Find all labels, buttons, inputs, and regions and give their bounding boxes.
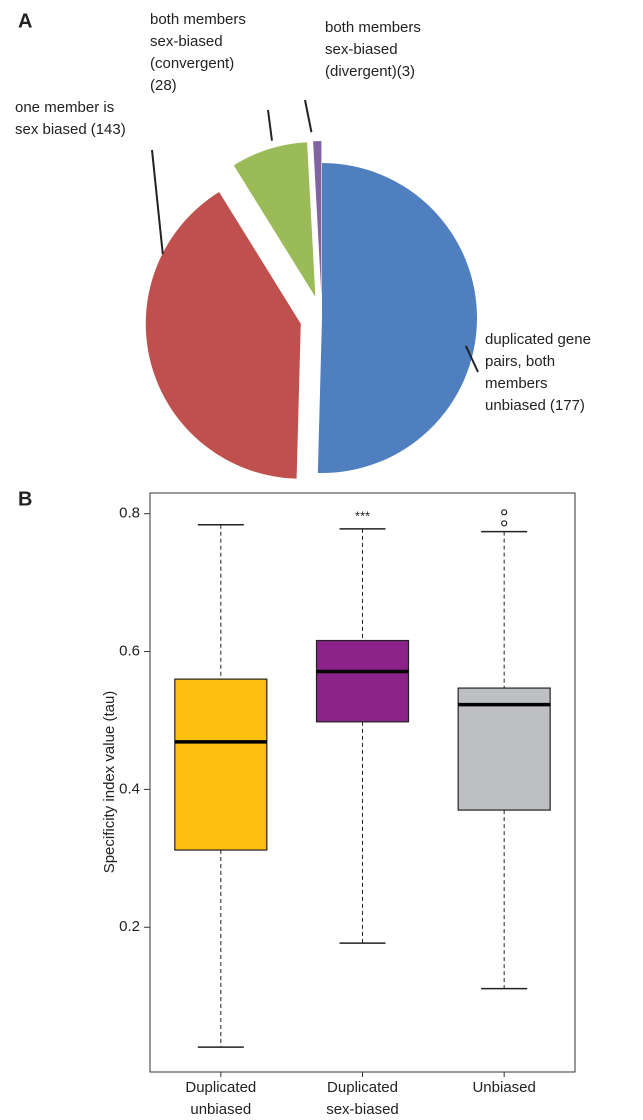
box [174,678,268,851]
y-axis-label: Specificity index value (tau) [101,691,118,874]
slice-label: sex-biased [150,33,223,50]
box [315,639,410,723]
x-tick-label: Duplicated [185,1079,256,1096]
slice-label: members [485,375,548,392]
flier [501,509,508,516]
slice-label: both members [325,19,421,36]
y-tick-label: 0.6 [119,643,140,660]
pie-slice [313,141,322,297]
leader-line [267,109,273,141]
pie-slice [233,142,316,298]
slice-label: (divergent)(3) [325,63,415,80]
y-tick-label: 0.2 [119,918,140,935]
slice-value-label: (28) [150,77,177,94]
slice-label: pairs, both [485,353,555,370]
pie-slice [317,163,477,473]
slice-label: (convergent) [150,55,234,72]
significance-annotation: *** [355,508,370,523]
y-tick-label: 0.8 [119,505,140,522]
leader-line [151,149,164,255]
x-tick-label: Unbiased [472,1079,535,1096]
slice-value-label: (177) [550,397,585,414]
pie-slice [145,192,301,479]
slice-label: one member is [15,99,114,116]
x-tick-label: sex-biased [326,1101,399,1118]
slice-label: duplicated gene [485,331,591,348]
box [457,687,551,811]
slice-label: sex-biased [325,41,398,58]
y-tick-label: 0.4 [119,780,140,797]
panel-label: B [18,488,32,510]
slice-label: both members [150,11,246,28]
slice-value-label: (3) [397,63,415,80]
slice-label: sex biased (143) [15,121,126,138]
leader-line [304,99,313,133]
flier [501,520,508,527]
panel-label: A [18,10,32,32]
leader-line [464,345,479,373]
x-tick-label: unbiased [190,1101,251,1118]
slice-label: unbiased (177) [485,397,585,414]
slice-value-label: (143) [91,121,126,138]
x-tick-label: Duplicated [327,1079,398,1096]
